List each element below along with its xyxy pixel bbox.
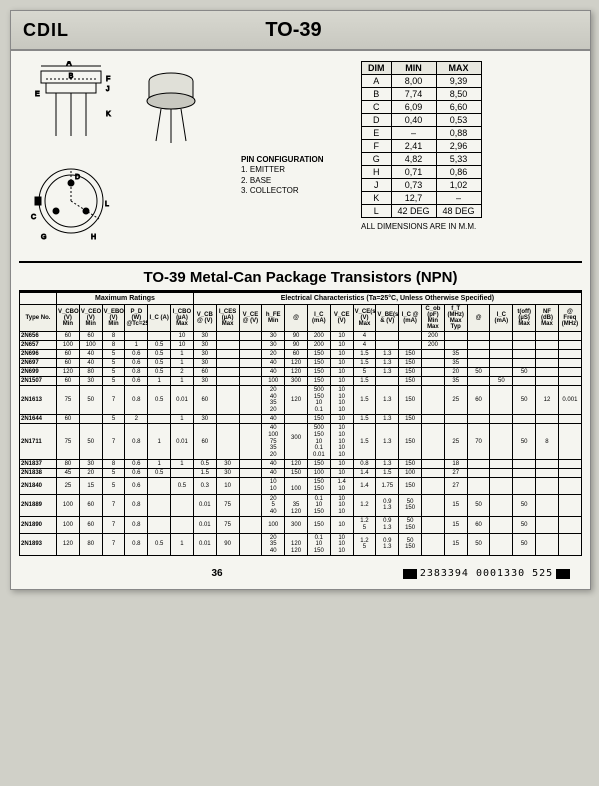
- svg-text:D: D: [75, 174, 80, 181]
- svg-text:A: A: [67, 61, 72, 67]
- pin-configuration: PIN CONFIGURATION 1. EMITTER 2. BASE 3. …: [241, 155, 351, 197]
- table-row: 2N1507603050.61130100300150101.51503550: [20, 377, 582, 386]
- transistor-table: Maximum Ratings Electrical Characteristi…: [19, 292, 582, 556]
- dimension-table: DIMMINMAX A8,009,39B7,748,50C6,096,60D0,…: [361, 61, 482, 251]
- package-diagram: A B F J K E: [21, 61, 231, 251]
- table-row: 2N657100100810.510303090200104200: [20, 341, 582, 350]
- table-row: 2N1838452050.60.51.53040150100101.41.510…: [20, 469, 582, 478]
- svg-text:K: K: [106, 111, 111, 118]
- svg-text:H: H: [91, 234, 96, 241]
- table-row: 2N6566060810303090200104200: [20, 332, 582, 341]
- svg-text:E: E: [35, 91, 40, 98]
- svg-text:L: L: [105, 201, 109, 208]
- table-row: 2N696604050.60.51302060150101.51.315035: [20, 350, 582, 359]
- table-row: 2N18931208070.80.510.019020 35 40 120 12…: [20, 533, 582, 556]
- svg-text:F: F: [106, 76, 110, 83]
- table-row: 2N1711755070.810.016040 100 75 35 20 300…: [20, 424, 582, 460]
- svg-text:B: B: [69, 73, 74, 80]
- svg-text:J: J: [106, 86, 110, 93]
- table-row: 2N697604050.60.513040120150101.51.315035: [20, 359, 582, 368]
- table-row: 2N18901006070.80.0175100300150101.2 50.9…: [20, 517, 582, 533]
- svg-text:G: G: [41, 234, 46, 241]
- page-number: 36: [211, 568, 222, 579]
- table-row: 2N1613755070.80.50.016020 40 35 20 120 5…: [20, 386, 582, 415]
- table-row: 2N18891006070.80.017520 5 40 35 1200.1 1…: [20, 494, 582, 517]
- table-row: 2N1837803080.6110.53040120150100.81.3150…: [20, 460, 582, 469]
- table-row: 2N1840251550.60.50.31010 10 100150 1501.…: [20, 478, 582, 494]
- svg-text:C: C: [31, 214, 36, 221]
- page-title: TO-39: [69, 19, 518, 42]
- brand-logo: CDIL: [23, 20, 69, 41]
- table-row: 2N1644605213040150101.51.3150: [20, 415, 582, 424]
- barcode: 2383394 0001330 525: [403, 568, 570, 579]
- section-title: TO-39 Metal-Can Package Transistors (NPN…: [19, 261, 582, 292]
- table-row: 2N6991208050.80.5260401201501051.3150205…: [20, 368, 582, 377]
